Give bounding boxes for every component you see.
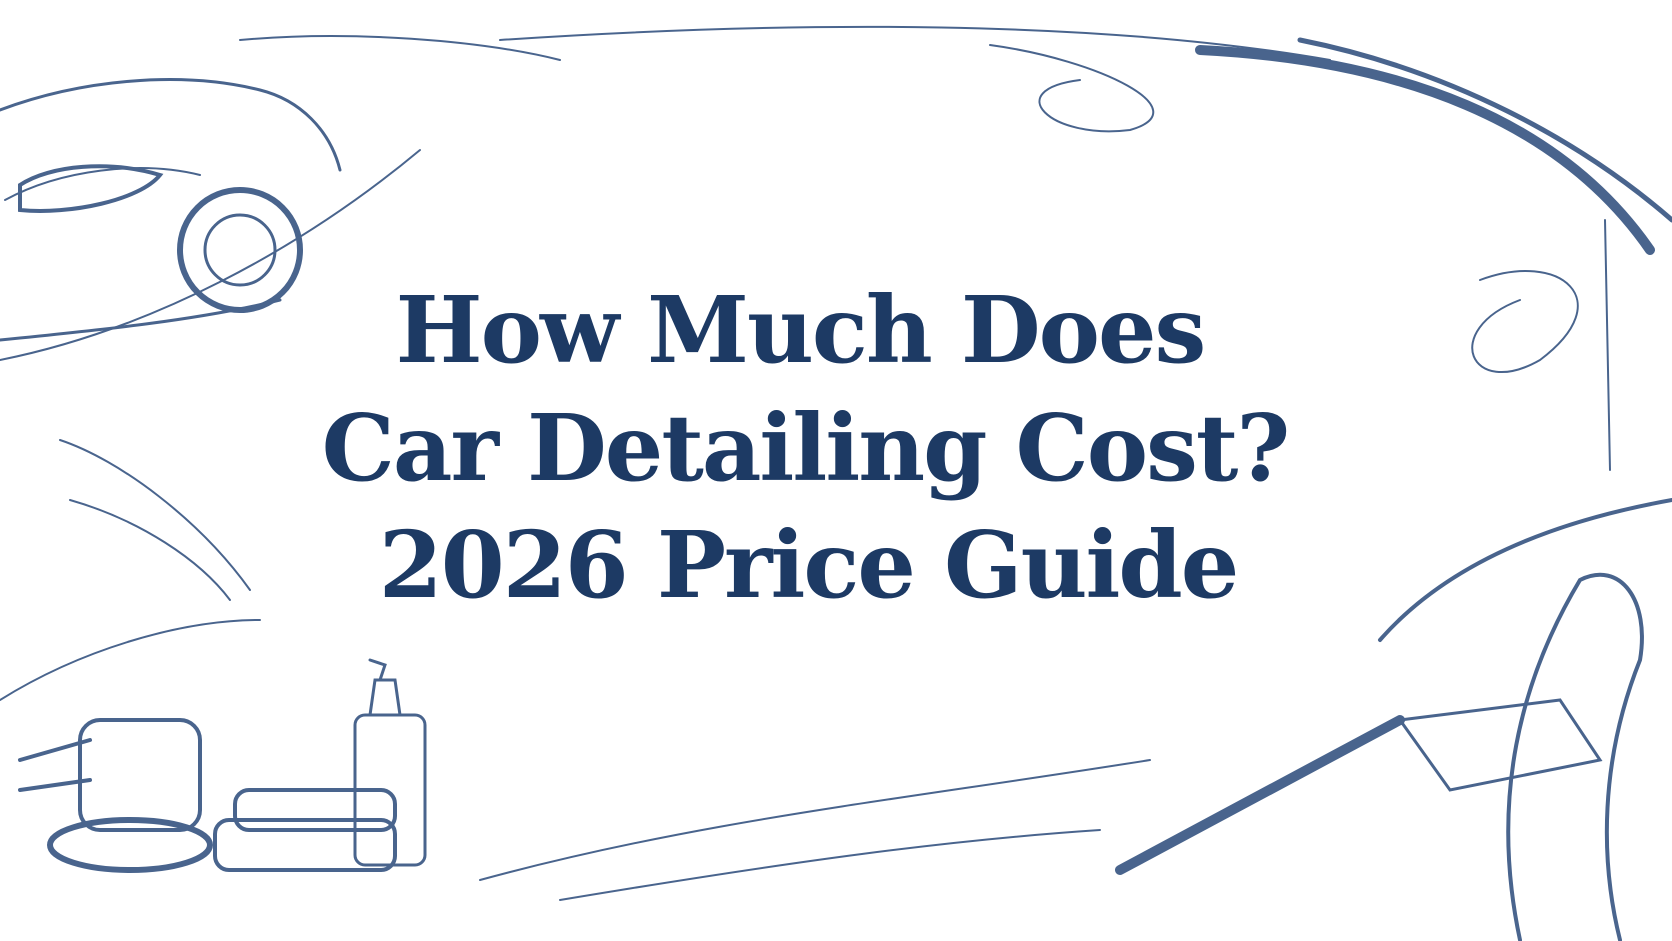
car-sketch	[0, 35, 561, 361]
title-line: Car Detailing Cost?	[322, 394, 1289, 502]
interior-sketch	[479, 498, 1672, 941]
tools-sketch	[0, 439, 427, 873]
swoosh-top-right	[499, 25, 1672, 471]
title-line: 2026 Price Guide	[379, 511, 1238, 619]
title-line: How Much Does	[396, 276, 1205, 384]
